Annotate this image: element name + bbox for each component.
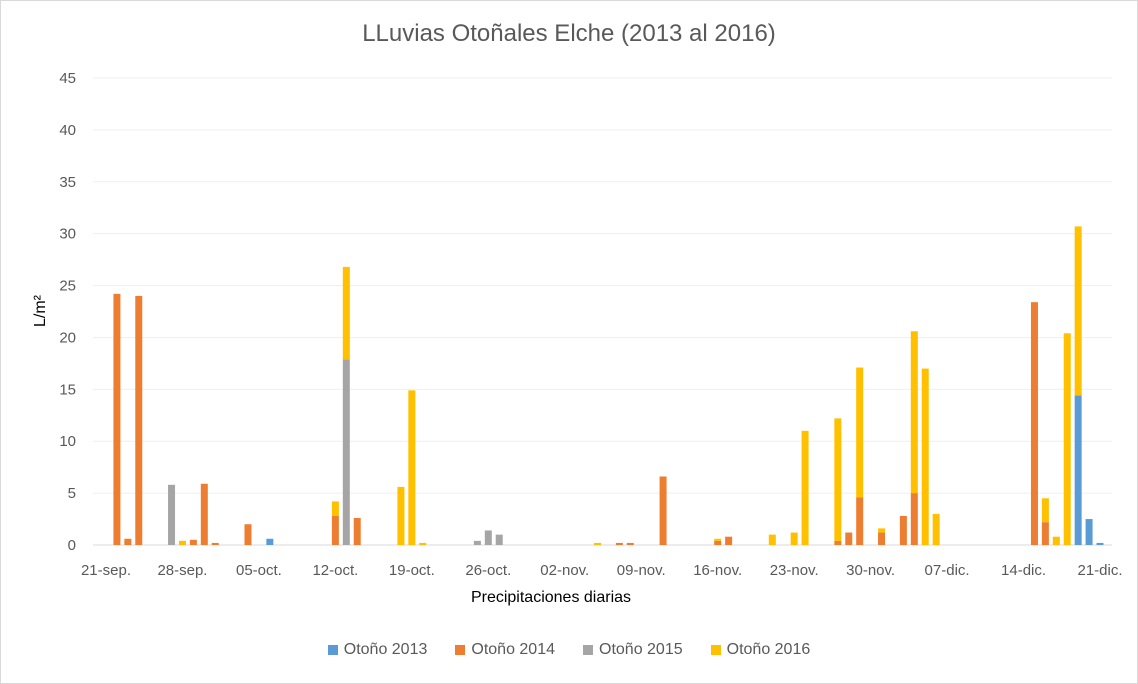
bar [725,536,733,545]
bar [189,539,197,545]
bar [124,538,132,545]
bar [834,540,842,545]
bar [714,540,722,545]
bar [878,532,886,545]
y-tick-label: 10 [59,433,76,450]
y-tick-label: 20 [59,329,76,346]
bar [1085,519,1093,545]
bar [1074,226,1082,396]
x-tick-label: 19-oct. [389,562,435,579]
bar [1096,542,1104,545]
bar [594,542,602,545]
bar [801,430,809,545]
bar [1030,302,1038,545]
x-tick-label: 09-nov. [617,562,666,579]
bar [615,542,623,545]
legend-item: Otoño 2015 [583,641,683,659]
bar [856,367,864,498]
x-tick-label: 14-dic. [1001,562,1046,579]
bar [834,418,842,541]
bar [408,390,416,545]
x-tick-label: 02-nov. [540,562,589,579]
y-tick-label: 45 [59,70,76,87]
y-tick-label: 35 [59,174,76,191]
bar [113,293,121,545]
legend: Otoño 2013 Otoño 2014 Otoño 2015 Otoño 2016 [0,641,1138,659]
bar [910,331,918,494]
y-tick-label: 25 [59,278,76,295]
x-tick-label: 30-nov. [846,562,895,579]
bar [342,266,350,360]
x-tick-label: 26-oct. [465,562,511,579]
bar [211,542,219,545]
bar [353,518,361,545]
bar [910,493,918,545]
legend-item: Otoño 2016 [710,641,811,659]
bar [856,497,864,545]
x-tick-label: 07-dic. [925,562,970,579]
legend-swatch [710,645,721,655]
chart-title: LLuvias Otoñales Elche (2013 al 2016) [362,20,776,47]
bar [244,524,252,545]
bar [135,295,143,545]
bar [484,530,492,545]
bar [790,532,798,545]
x-axis-title: Precipitaciones diarias [471,589,631,606]
legend-swatch [583,645,593,655]
bar [1041,498,1049,523]
bar [200,483,208,545]
bar [1074,395,1082,545]
bar [266,538,274,545]
y-tick-label: 5 [68,485,76,502]
x-tick-label: 23-nov. [770,562,819,579]
bar [342,359,350,545]
bar [1063,333,1071,545]
y-tick-labels: 0 5 10 15 20 25 30 35 40 45 [59,70,76,554]
bar [1052,536,1060,545]
bar [878,528,886,533]
legend-label: Otoño 2014 [471,641,555,658]
bar [932,513,940,545]
bar [397,486,405,545]
bar [495,534,503,545]
legend-swatch [455,645,466,655]
bar [168,484,176,545]
bar [659,476,667,545]
legend-item: Otoño 2014 [455,641,555,659]
bar [768,534,776,545]
bar [178,540,186,545]
legend-label: Otoño 2016 [726,641,811,658]
y-tick-label: 15 [59,381,76,398]
x-tick-label: 12-oct. [312,562,358,579]
y-tick-label: 40 [59,122,76,139]
x-tick-label: 21-sep. [81,562,131,579]
y-tick-label: 0 [68,537,76,554]
x-tick-label: 28-sep. [157,562,207,579]
bar [714,538,722,541]
gridlines [93,77,1112,546]
bar [1041,522,1049,545]
bar [419,542,427,545]
x-tick-label: 16-nov. [693,562,742,579]
bar [331,515,339,545]
bar [626,542,634,545]
bar [921,368,929,545]
bar [899,515,907,545]
x-tick-label: 05-oct. [236,562,282,579]
legend-label: Otoño 2013 [343,641,428,658]
bar [473,540,481,545]
legend-label: Otoño 2015 [599,641,683,658]
y-axis-title: L/m² [32,294,49,327]
y-tick-label: 30 [59,226,76,243]
legend-item: Otoño 2013 [327,641,428,659]
bars [113,226,1104,545]
legend-swatch [327,645,338,655]
x-tick-label: 21-dic. [1077,562,1122,579]
x-tick-labels: 21-sep. 28-sep. 05-oct. 12-oct. 19-oct. 26-oc… [81,562,1123,579]
bar [845,532,853,545]
bar [331,501,339,516]
